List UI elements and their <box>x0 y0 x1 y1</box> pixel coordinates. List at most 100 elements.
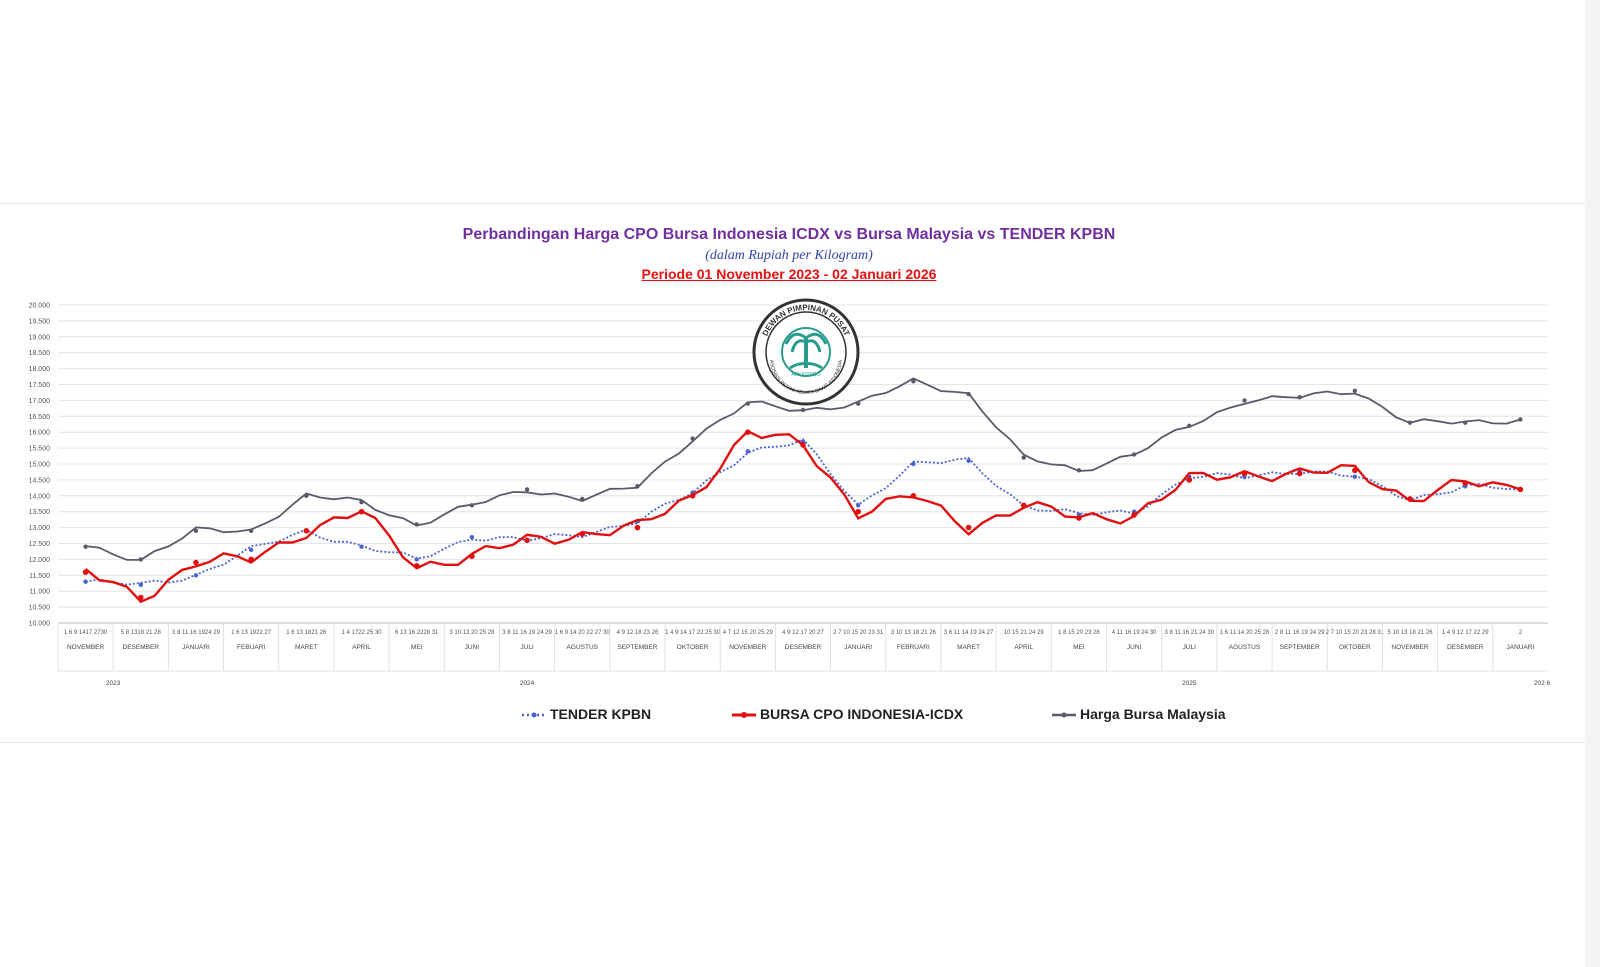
month-label: MEI <box>411 644 423 651</box>
day-tick-label: 6 13 16 2228 31 <box>395 630 439 636</box>
data-point-malaysia <box>193 528 199 533</box>
month-label: AGUSTUS <box>1229 644 1261 651</box>
day-tick-label: 1 6 9 1417 2730 <box>64 630 108 636</box>
data-point-malaysia <box>1131 452 1137 457</box>
month-label: APRIL <box>352 644 371 651</box>
data-point-malaysia <box>524 487 530 492</box>
data-point-icdx <box>689 493 696 499</box>
data-point-malaysia <box>1187 423 1192 429</box>
y-tick-label: 19.000 <box>29 334 51 341</box>
day-tick-label: 1 8 15 20 23 28 <box>1058 630 1100 636</box>
data-point-icdx <box>800 442 806 448</box>
y-tick-label: 16.500 <box>29 414 51 421</box>
y-tick-label: 15.000 <box>29 462 51 469</box>
data-point-malaysia <box>911 379 916 384</box>
data-point-icdx <box>303 527 310 534</box>
data-point-malaysia <box>1242 398 1247 403</box>
y-tick-label: 15.500 <box>29 446 51 453</box>
series-line-icdx <box>84 429 1521 604</box>
data-point-icdx <box>1462 480 1469 486</box>
data-point-malaysia <box>469 503 475 508</box>
data-point-malaysia <box>1076 468 1082 473</box>
data-point-tender <box>414 557 419 562</box>
data-point-malaysia <box>1021 455 1026 460</box>
data-point-malaysia <box>414 522 419 527</box>
legend-icdx-label: BURSA CPO INDONESIA-ICDX <box>760 706 964 722</box>
legend-malaysia: Harga Bursa Malaysia <box>1052 706 1226 722</box>
day-tick-label: 3 6 11 14 19 24 27 <box>944 630 994 636</box>
data-point-icdx <box>358 508 365 515</box>
legend-tender: TENDER KPBN <box>522 706 651 722</box>
legend-icdx: BURSA CPO INDONESIA-ICDX <box>732 706 963 722</box>
data-point-tender <box>966 458 971 464</box>
year-label: 202 6 <box>1534 680 1551 687</box>
data-point-malaysia <box>690 436 695 441</box>
month-label: APRIL <box>1014 644 1033 651</box>
day-tick-label: 5 10 13 18 21 26 <box>1388 630 1434 636</box>
data-point-icdx <box>1241 470 1248 477</box>
month-label: MEI <box>1073 644 1085 651</box>
data-point-malaysia <box>304 493 309 498</box>
month-label: JUNI <box>1127 644 1142 651</box>
day-tick-label: 4 11 16 19 24 30 <box>1112 630 1157 636</box>
chart-subtitle: (dalam Rupiah per Kilogram) <box>705 248 873 263</box>
data-point-tender <box>469 534 475 540</box>
y-axis: 10.000 10.500 11.000 11.500 12.000 12.500 13.0… <box>29 303 51 628</box>
data-point-icdx <box>137 594 144 601</box>
day-tick-label: 1 4 1722 25 30 <box>341 630 382 636</box>
data-point-malaysia <box>800 407 806 413</box>
data-point-tender <box>359 544 364 549</box>
month-label: NOVEMBER <box>1391 644 1429 651</box>
month-label: NOVEMBER <box>729 644 767 651</box>
data-point-tender <box>83 579 88 584</box>
data-point-icdx <box>1076 515 1082 521</box>
data-point-tender <box>138 582 143 588</box>
month-label: NOVEMBER <box>67 644 105 651</box>
data-point-malaysia <box>1463 420 1468 425</box>
y-tick-label: 12.000 <box>29 557 51 564</box>
data-point-icdx <box>634 524 641 531</box>
data-point-malaysia <box>138 557 143 562</box>
day-tick-label: 2 <box>1519 630 1523 636</box>
data-point-icdx <box>1407 496 1413 502</box>
legend-icdx-swatch <box>732 712 756 719</box>
y-tick-label: 13.000 <box>29 525 51 532</box>
day-tick-label: 2 7 10 15 20 23 28 31 <box>1326 630 1385 636</box>
data-point-icdx <box>469 553 475 560</box>
day-tick-label: 5 8 1318 21 28 <box>121 630 162 636</box>
x-axis: 1 6 9 1417 2730 NOVEMBER 5 8 1318 21 28 DES… <box>57 622 1551 687</box>
series-line-tender <box>85 438 1521 586</box>
y-tick-label: 13.500 <box>29 509 51 516</box>
line-chart: 10.000 10.500 11.000 11.500 12.000 12.500 13.0… <box>29 303 1551 688</box>
day-tick-label: 3 10 13 18 21 26 <box>891 630 937 636</box>
month-label: OKTOBER <box>1339 644 1371 651</box>
day-tick-label: 1 6 13 1922 27 <box>231 630 272 636</box>
data-point-icdx <box>193 559 199 566</box>
data-point-malaysia <box>745 401 751 406</box>
data-point-malaysia <box>855 401 861 406</box>
data-point-tender <box>1352 474 1358 479</box>
data-point-icdx <box>413 562 420 569</box>
month-label: JULI <box>1183 644 1197 651</box>
month-label: FEBRUARI <box>897 644 930 651</box>
data-point-malaysia <box>248 528 254 533</box>
month-label: JANUARI <box>1507 644 1535 651</box>
data-point-icdx <box>579 531 586 537</box>
data-point-icdx <box>745 429 751 435</box>
day-tick-label: 3 8 11 16 19 24 29 <box>502 630 552 636</box>
y-tick-label: 17.000 <box>29 398 51 405</box>
data-point-malaysia <box>1518 417 1523 422</box>
svg-text:APKASINDO: APKASINDO <box>791 372 820 378</box>
legend-malaysia-swatch <box>1052 712 1076 718</box>
day-tick-label: 1 6 11 14 20 25 28 <box>1220 630 1270 636</box>
data-point-malaysia <box>635 484 640 489</box>
data-point-tender <box>855 503 861 508</box>
year-label: 2024 <box>520 680 535 687</box>
month-label: JUNI <box>465 644 480 651</box>
day-tick-label: 1 4 9 14 17 22 25 30 <box>665 630 721 636</box>
data-point-malaysia <box>580 496 585 502</box>
month-label: JULI <box>520 644 534 651</box>
data-point-tender <box>193 573 199 578</box>
data-point-malaysia <box>83 544 88 549</box>
day-tick-label: 3 10 13 20 25 28 <box>449 630 495 636</box>
